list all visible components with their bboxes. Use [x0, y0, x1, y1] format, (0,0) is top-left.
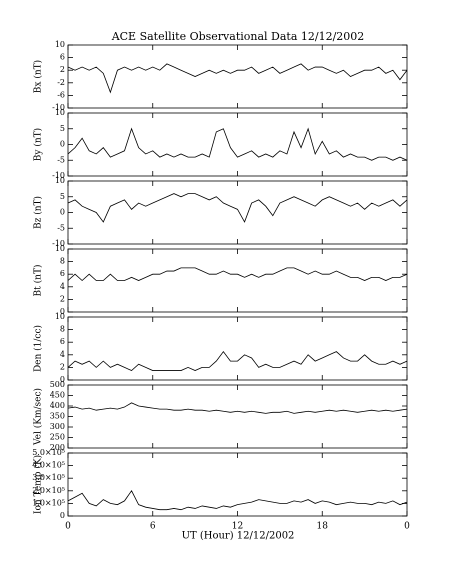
y-tick-label: 4: [60, 350, 65, 359]
y-tick-label: 300: [50, 422, 65, 431]
y-tick-label: 1.0×10⁵: [32, 498, 65, 507]
y-tick-label: -5: [57, 155, 65, 164]
x-tick-label: 18: [317, 522, 329, 532]
x-tick-label: 0: [404, 522, 410, 532]
y-tick-label: 200: [50, 443, 65, 452]
y-tick-label: 8: [60, 325, 65, 334]
y-tick-label: -5: [57, 223, 65, 232]
y-axis-label: Bx (nT): [33, 60, 44, 93]
y-tick-label: 2: [60, 362, 65, 371]
data-line: [67, 350, 408, 372]
data-line: [67, 63, 408, 94]
y-tick-label: 10: [55, 176, 65, 185]
x-tick-label: 6: [150, 522, 156, 532]
y-axis-label: Den (1/cc): [33, 325, 44, 372]
y-axis-label: Ion Temp (K): [33, 455, 44, 514]
x-tick-label: 12: [232, 522, 243, 532]
y-tick-label: 0: [60, 208, 65, 217]
y-tick-label: -10: [52, 239, 65, 248]
y-tick-label: 6: [60, 53, 65, 62]
y-tick-label: 0: [60, 307, 65, 316]
y-tick-label: 10: [55, 108, 65, 117]
panel-frame: [67, 384, 408, 449]
y-axis-label: Vel (Km/sec): [33, 388, 44, 446]
data-line: [67, 193, 408, 223]
y-tick-label: 4.0×10⁵: [32, 461, 65, 470]
y-tick-label: 350: [50, 412, 65, 421]
data-line: [67, 490, 408, 511]
y-tick-label: -2: [57, 78, 65, 87]
y-tick-label: 2: [60, 65, 65, 74]
data-line: [67, 402, 408, 414]
y-tick-label: 6: [60, 269, 65, 278]
chart-title: ACE Satellite Observational Data 12/12/2…: [111, 30, 365, 43]
y-axis-label: By (nT): [33, 128, 44, 161]
x-axis-label: UT (Hour) 12/12/2002: [182, 531, 295, 542]
y-tick-label: 5: [60, 192, 65, 201]
y-tick-label: 0: [60, 375, 65, 384]
data-line: [67, 127, 408, 161]
y-tick-label: 10: [55, 40, 65, 49]
x-tick-label: 0: [65, 522, 71, 532]
y-tick-label: 400: [50, 401, 65, 410]
y-tick-label: 0: [60, 511, 65, 520]
y-tick-label: -6: [57, 90, 65, 99]
y-tick-label: 0: [60, 140, 65, 149]
y-tick-label: 2.0×10⁵: [32, 486, 65, 495]
y-tick-label: 500: [50, 380, 65, 389]
y-tick-label: 250: [50, 433, 65, 442]
y-tick-label: 2: [60, 294, 65, 303]
y-axis-label: Bt (nT): [33, 265, 44, 297]
y-tick-label: 5.0×10⁵: [32, 448, 65, 457]
y-axis-label: Bz (nT): [33, 196, 44, 229]
y-tick-label: 6: [60, 337, 65, 346]
y-tick-label: 4: [60, 282, 65, 291]
panel-frame: [67, 112, 408, 177]
panel-frame: [67, 44, 408, 109]
panel-frame: [67, 316, 408, 381]
y-tick-label: 8: [60, 257, 65, 266]
y-tick-label: 5: [60, 124, 65, 133]
panel-frame: [67, 452, 408, 517]
y-tick-label: 10: [55, 244, 65, 253]
y-tick-label: -10: [52, 171, 65, 180]
y-tick-label: 10: [55, 312, 65, 321]
y-tick-label: 3.0×10⁵: [32, 473, 65, 482]
y-tick-label: 450: [50, 391, 65, 400]
panel-frame: [67, 180, 408, 245]
y-tick-label: -10: [52, 103, 65, 112]
data-line: [67, 267, 408, 282]
